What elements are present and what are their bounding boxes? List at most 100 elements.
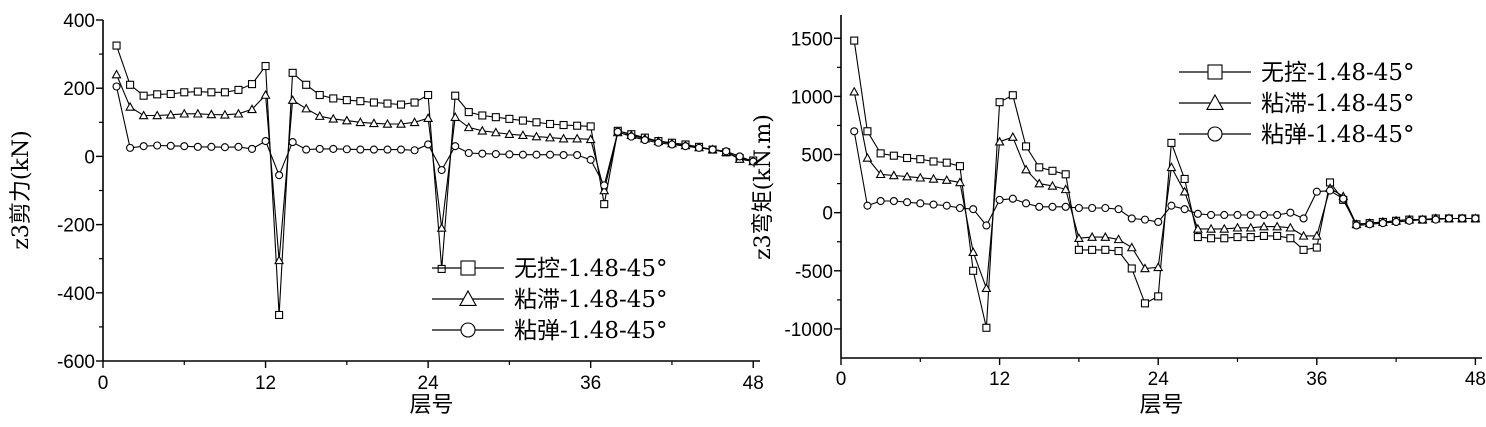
data-point — [532, 150, 541, 159]
data-point — [876, 149, 885, 158]
data-point — [112, 41, 121, 50]
data-point — [1431, 215, 1440, 224]
data-point — [328, 113, 339, 123]
data-point — [1418, 215, 1427, 224]
data-point — [1246, 233, 1255, 242]
data-point — [1192, 223, 1203, 233]
data-point — [1245, 222, 1256, 232]
data-point — [383, 99, 392, 108]
data-point — [153, 90, 162, 99]
data-point — [275, 310, 284, 320]
data-point — [1035, 202, 1044, 211]
data-point — [654, 138, 663, 147]
legend-label: 粘弹-1.48-45° — [514, 318, 668, 344]
data-point — [396, 100, 406, 109]
data-point — [903, 198, 912, 207]
x-tick-label: 12 — [989, 369, 1010, 390]
series-circle — [850, 127, 1480, 230]
data-point — [1154, 292, 1163, 301]
data-point — [558, 133, 569, 143]
x-axis-label: 层号 — [1139, 393, 1183, 418]
data-point — [478, 111, 487, 120]
data-point — [125, 101, 136, 111]
data-point — [1008, 91, 1017, 100]
data-point — [437, 264, 446, 273]
data-point — [423, 113, 434, 122]
legend-label: 粘弹-1.48-45° — [1261, 122, 1415, 148]
y-axis-label: z3弯矩(kN.m) — [751, 114, 776, 260]
data-point — [341, 115, 352, 125]
data-point — [1140, 263, 1150, 273]
data-point — [409, 117, 420, 127]
data-point — [1008, 194, 1017, 203]
data-point — [260, 89, 271, 99]
data-point — [1101, 245, 1110, 254]
data-point — [356, 97, 365, 106]
data-point — [1325, 186, 1335, 195]
data-point — [929, 200, 938, 209]
data-point — [1458, 214, 1467, 223]
bending-moment-chart: 0 12 24 36 48 1500 1000 500 0 -500 -1000 层号 z3弯矩(kN.… — [751, 15, 1486, 418]
data-point — [1087, 231, 1098, 241]
data-point — [903, 153, 912, 163]
data-point — [1311, 230, 1322, 240]
data-point — [1206, 223, 1217, 233]
series-line — [115, 74, 754, 261]
data-point — [995, 98, 1004, 107]
data-point — [1126, 242, 1137, 252]
data-point — [532, 118, 541, 127]
data-point — [301, 103, 312, 113]
y-axis-label: z3剪力(kN) — [9, 130, 34, 249]
data-point — [1444, 214, 1454, 223]
data-point — [126, 80, 135, 89]
x-tick-label: 48 — [1465, 369, 1486, 390]
data-point — [193, 142, 202, 151]
data-point — [1259, 210, 1268, 220]
data-point — [694, 143, 704, 152]
legend-marker — [459, 289, 477, 306]
data-point — [1167, 201, 1176, 210]
data-point — [545, 150, 555, 159]
data-point — [889, 196, 898, 206]
data-point — [954, 177, 965, 187]
data-point — [915, 172, 926, 182]
data-point — [1299, 245, 1308, 254]
data-point — [995, 195, 1004, 204]
data-point — [247, 144, 257, 153]
data-point — [722, 147, 731, 156]
data-point — [1167, 138, 1176, 147]
data-point — [234, 142, 243, 151]
data-point — [585, 134, 596, 144]
x-tick-label: 24 — [1148, 369, 1170, 390]
data-point — [586, 155, 595, 164]
data-point — [152, 110, 163, 120]
data-point — [1100, 231, 1111, 241]
data-point — [969, 266, 978, 275]
data-point — [1021, 164, 1031, 174]
data-point — [889, 151, 898, 160]
data-point — [382, 118, 393, 128]
data-point — [862, 152, 873, 162]
data-point — [600, 181, 609, 190]
data-point — [850, 127, 859, 136]
data-point — [491, 149, 500, 159]
data-point — [126, 143, 135, 152]
y-tick-label: 1000 — [791, 87, 833, 108]
data-point — [572, 133, 583, 143]
data-point — [1299, 214, 1308, 223]
y-tick-label: -600 — [57, 352, 95, 373]
data-point — [545, 132, 555, 142]
data-point — [288, 68, 297, 77]
data-point — [863, 127, 872, 136]
data-point — [1180, 174, 1189, 183]
legend-marker — [1207, 64, 1223, 80]
data-point — [1061, 202, 1070, 211]
data-point — [708, 145, 717, 154]
data-point — [356, 145, 365, 154]
data-point — [396, 118, 406, 128]
data-point — [1365, 220, 1374, 229]
legend-label: 粘滞-1.48-45° — [1261, 91, 1415, 117]
data-point — [396, 145, 406, 154]
data-point — [233, 108, 244, 118]
data-point — [139, 91, 148, 100]
